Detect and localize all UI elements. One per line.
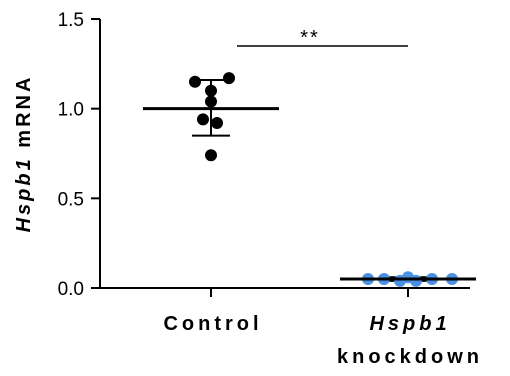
data-point <box>211 117 223 130</box>
x-category-label: knockdown <box>337 346 483 368</box>
x-category-label: Hspb1 <box>369 313 450 335</box>
y-axis-title-text: mRNA <box>13 75 35 157</box>
series-group <box>143 72 279 162</box>
significance-label: ** <box>300 27 320 49</box>
series-group <box>340 271 476 287</box>
data-point <box>205 95 217 108</box>
data-point <box>205 84 217 97</box>
x-category-label-italic: Hspb1 <box>369 313 450 335</box>
data-point <box>205 149 217 162</box>
x-category-label-text: knockdown <box>337 346 483 368</box>
data-point <box>189 75 201 88</box>
y-tick-label: 0.5 <box>58 189 84 210</box>
data-point <box>223 72 235 85</box>
x-category-label: Control <box>163 313 262 335</box>
y-axis-title-italic: Hspb1 <box>13 156 35 232</box>
y-axis-title: Hspb1 mRNA <box>13 75 35 233</box>
x-category-label-text: Control <box>163 313 262 335</box>
y-tick-label: 1.5 <box>58 10 84 31</box>
data-point <box>402 271 414 284</box>
y-tick-label: 0.0 <box>58 279 84 300</box>
y-tick-label: 1.0 <box>58 100 84 121</box>
data-point <box>197 113 209 126</box>
